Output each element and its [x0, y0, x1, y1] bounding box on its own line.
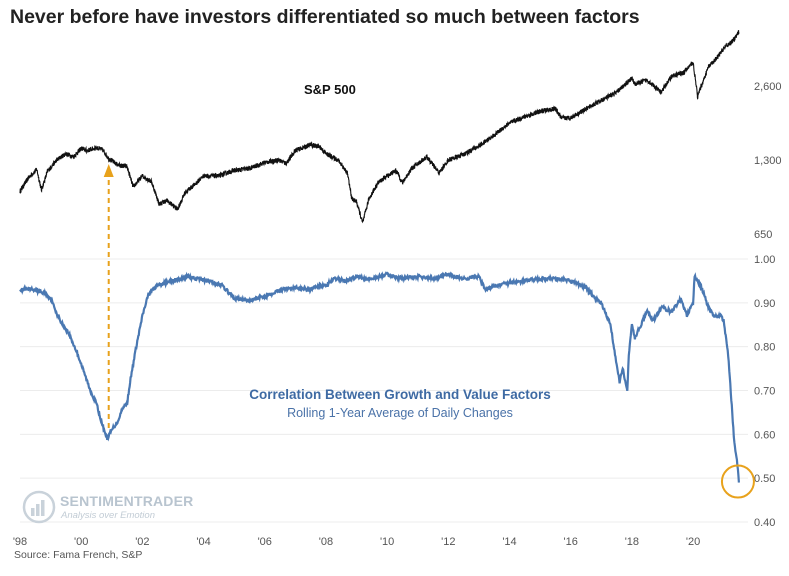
x-tick-label: '08: [319, 536, 333, 548]
sp500-y-axis: 650 1,300 2,600: [754, 81, 782, 241]
correlation-sublabel: Rolling 1-Year Average of Daily Changes: [287, 406, 513, 420]
sentimentrader-logo: SENTIMENTRADER Analysis over Emotion: [22, 490, 222, 530]
x-tick-label: '10: [380, 536, 394, 548]
correlation-y-tick-label: 0.40: [754, 517, 775, 529]
x-tick-label: '16: [564, 536, 578, 548]
x-axis: '98 '00 '02 '04 '06 '08 '10 '12 '14 '16 '18 '20: [13, 536, 700, 548]
correlation-y-tick-label: 0.90: [754, 298, 775, 310]
sp500-series-line: [19, 30, 740, 224]
logo-icon: [22, 490, 56, 524]
x-tick-label: '12: [441, 536, 455, 548]
sp500-y-tick-label: 2,600: [754, 81, 782, 93]
x-tick-label: '04: [196, 536, 210, 548]
correlation-y-tick-label: 0.60: [754, 429, 775, 441]
x-tick-label: '18: [625, 536, 639, 548]
x-tick-label: '14: [502, 536, 516, 548]
correlation-series-line: [19, 271, 740, 483]
correlation-y-tick-label: 0.80: [754, 342, 775, 354]
sp500-y-tick-label: 650: [754, 229, 772, 241]
x-tick-label: '02: [135, 536, 149, 548]
correlation-y-tick-label: 0.70: [754, 386, 775, 398]
source-note: Source: Fama French, S&P: [14, 549, 143, 561]
logo-tagline: Analysis over Emotion: [61, 510, 155, 521]
correlation-y-axis: 0.40 0.50 0.60 0.70 0.80 0.90 1.00: [754, 254, 775, 529]
correlation-label: Correlation Between Growth and Value Fac…: [249, 387, 551, 402]
chart-title: Never before have investors differentiat…: [10, 6, 640, 28]
x-tick-label: '20: [686, 536, 700, 548]
x-tick-label: '06: [258, 536, 272, 548]
sp500-y-tick-label: 1,300: [754, 155, 782, 167]
sp500-label: S&P 500: [304, 82, 356, 97]
logo-brand: SENTIMENTRADER: [60, 493, 194, 509]
x-tick-label: '98: [13, 536, 27, 548]
annotation-arrow-head: [103, 164, 114, 177]
highlight-circle: [720, 464, 755, 499]
x-tick-label: '00: [74, 536, 88, 548]
correlation-y-tick-label: 0.50: [754, 473, 775, 485]
correlation-y-tick-label: 1.00: [754, 254, 775, 266]
